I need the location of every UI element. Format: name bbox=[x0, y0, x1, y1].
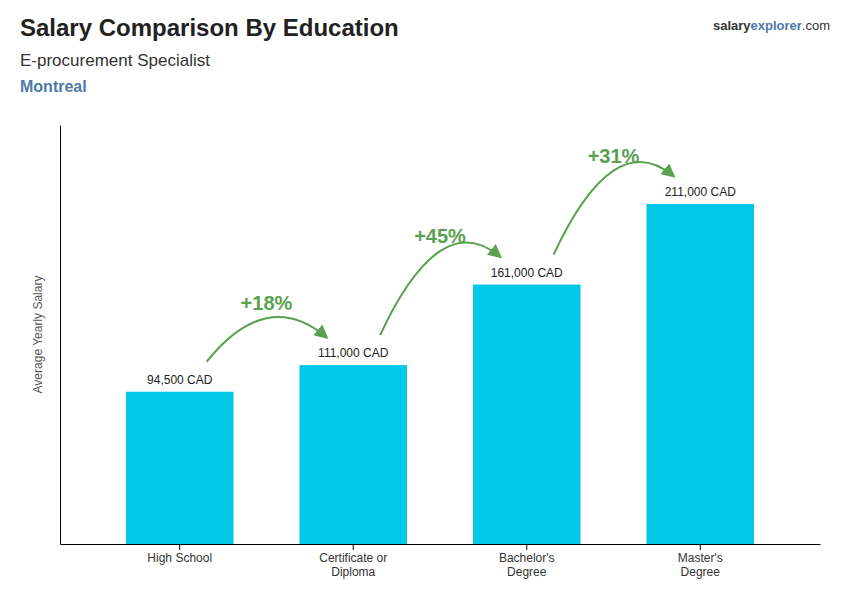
x-tick: Bachelor'sDegree bbox=[499, 544, 555, 579]
bars bbox=[126, 204, 754, 544]
bar bbox=[646, 204, 754, 544]
chart: Salary Comparison By Education E-procurem… bbox=[0, 0, 850, 606]
x-tick-label-line: Bachelor's bbox=[499, 551, 555, 565]
change-label: +18% bbox=[241, 292, 293, 314]
change-label: +45% bbox=[414, 225, 466, 247]
data-label: 111,000 CAD bbox=[318, 346, 389, 360]
subtitle: Montreal bbox=[20, 78, 87, 95]
x-tick-label: Bachelor'sDegree bbox=[499, 551, 555, 579]
x-axis-line bbox=[61, 544, 821, 545]
data-labels: 94,500 CAD 111,000 CAD 161,000 CAD 211,000 … bbox=[147, 185, 736, 387]
change-arrow bbox=[207, 317, 327, 362]
data-label: 161,000 CAD bbox=[491, 266, 563, 280]
x-tick-label: Certificate orDiploma bbox=[319, 551, 387, 579]
watermark-part: salary bbox=[713, 18, 751, 33]
x-tick-label-line: Degree bbox=[681, 565, 721, 579]
data-label: 211,000 CAD bbox=[665, 185, 736, 199]
x-tick-mark bbox=[526, 544, 527, 550]
x-tick: Master'sDegree bbox=[678, 544, 723, 579]
x-tick-label: High School bbox=[147, 551, 212, 565]
x-tick-mark bbox=[700, 544, 701, 550]
change-label: +31% bbox=[588, 145, 640, 167]
change-arrow bbox=[554, 162, 674, 255]
y-axis-line bbox=[60, 126, 61, 545]
data-label: 94,500 CAD bbox=[147, 373, 213, 387]
subtitle: E-procurement Specialist bbox=[20, 51, 210, 70]
annotations: +18% +45% +31% bbox=[207, 145, 674, 362]
bar bbox=[473, 285, 581, 544]
x-tick: High School bbox=[147, 544, 212, 565]
x-tick-mark bbox=[353, 544, 354, 550]
x-tick-mark bbox=[179, 544, 180, 550]
title: Salary Comparison By Education bbox=[20, 14, 399, 41]
x-tick-label-line: Diploma bbox=[331, 565, 375, 579]
watermark: salaryexplorer.com bbox=[713, 18, 830, 33]
x-tick-label-line: High School bbox=[147, 551, 212, 565]
watermark-part: explorer bbox=[751, 18, 802, 33]
x-tick-label-line: Certificate or bbox=[319, 551, 387, 565]
bar bbox=[299, 365, 407, 544]
x-tick: Certificate orDiploma bbox=[319, 544, 387, 579]
change-arrow bbox=[380, 243, 500, 336]
x-tick-label-line: Degree bbox=[507, 565, 547, 579]
x-axis: High School Certificate orDiploma Bachelor… bbox=[61, 544, 821, 579]
bar bbox=[126, 392, 234, 544]
y-axis-title: Average Yearly Salary bbox=[31, 276, 45, 394]
x-tick-label: Master'sDegree bbox=[678, 551, 723, 579]
x-tick-label-line: Master's bbox=[678, 551, 723, 565]
watermark-part: .com bbox=[802, 18, 830, 33]
y-axis bbox=[60, 126, 61, 545]
